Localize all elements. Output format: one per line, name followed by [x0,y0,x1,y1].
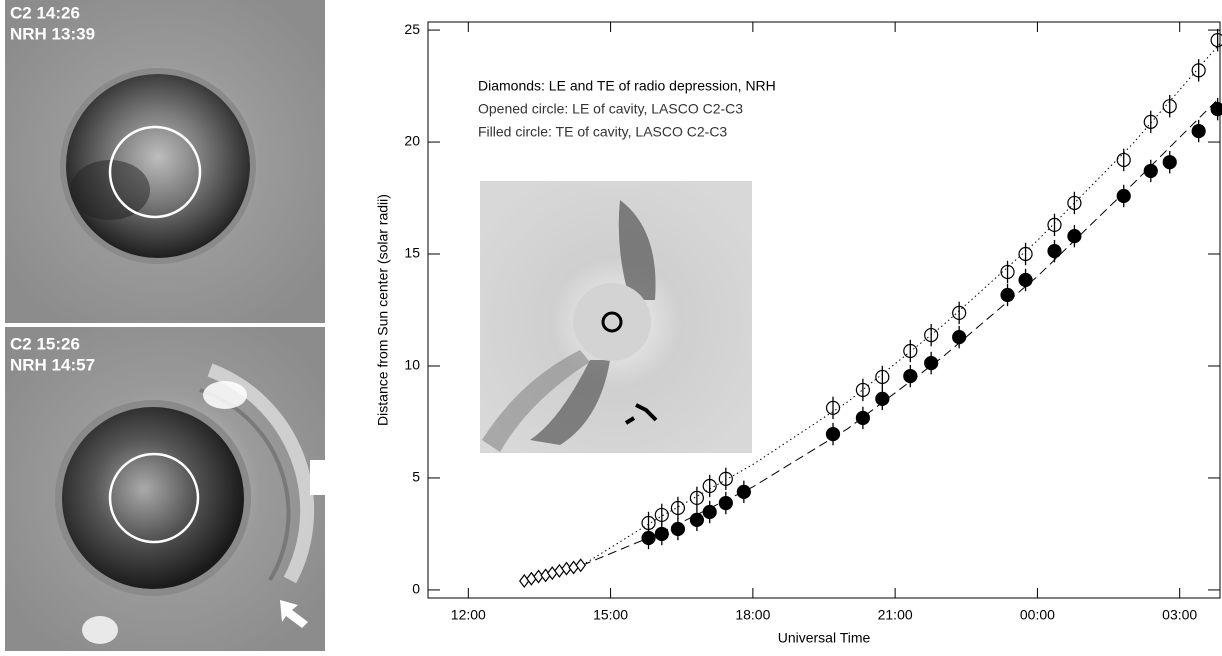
inset-image [480,181,752,453]
y-tick-label: 5 [412,469,420,485]
y-tick-label: 25 [404,21,420,37]
plot-frame [427,21,1221,599]
panel-label: NRH 13:39 [10,24,95,43]
x-axis-label: Universal Time [778,630,871,646]
filled-circle-marker [1018,272,1033,288]
filled-circle-marker [670,521,686,537]
diamond-marker [554,563,565,578]
y-tick-label: 15 [404,245,420,261]
x-tick-label: 00:00 [1020,607,1055,623]
open-circle-marker [670,500,686,516]
x-tick-label: 12:00 [451,607,486,623]
panel-label: NRH 14:57 [10,355,95,374]
filled-circle-marker [1116,188,1131,204]
open-circle-marker [1067,195,1082,211]
filled-circle-marker [1047,244,1062,259]
open-circle-marker [654,507,669,523]
filled-circle-marker [654,526,669,542]
open-circle-marker [1018,246,1033,262]
open-circle-marker [689,490,705,505]
open-circle-marker [1191,63,1206,78]
filled-circle-marker [1162,155,1177,170]
diamond-marker [526,571,537,586]
filled-circle-marker [952,329,967,345]
annotation: Diamonds: LE and TE of radio depression,… [478,78,776,94]
filled-circle-marker [855,410,870,426]
diamond-marker [568,560,579,575]
filled-circle-marker [903,368,918,384]
diamond-marker [519,573,530,588]
open-circle-marker [875,369,890,385]
filled-circle-marker [718,495,733,511]
open-circle-marker [1047,217,1062,232]
y-tick-label: 10 [404,357,420,373]
filled-circle-marker [641,530,656,546]
open-circle-marker [855,382,870,398]
filled-circle-marker [875,391,890,407]
open-circle-marker [903,343,918,359]
annotation: Filled circle: TE of cavity, LASCO C2-C3 [478,124,727,140]
filled-circle-marker [1067,228,1082,244]
panel-label: C2 15:26 [10,334,80,353]
filled-circle-marker [825,426,841,442]
open-circle-marker [1116,152,1131,168]
x-tick-label: 21:00 [878,607,913,623]
filled-circle-marker [1143,163,1158,179]
open-circle-marker [718,471,733,486]
open-circle-marker [1210,33,1222,48]
x-tick-label: 18:00 [735,607,770,623]
annotation: Opened circle: LE of cavity, LASCO C2-C3 [478,101,743,117]
filled-circle-marker [736,484,751,499]
open-circle-marker [1143,114,1158,129]
x-tick-label: 15:00 [593,607,628,623]
filled-circle-marker [689,512,705,527]
coronagraph-panel: C2 14:26 NRH 13:39 [5,0,325,323]
filled-circle-marker [1000,287,1015,303]
open-circle-marker [825,400,841,415]
open-circle-marker [924,327,939,343]
coronagraph-panel: C2 15:26 NRH 14:57 [5,327,325,651]
y-tick-label: 0 [412,581,420,597]
open-circle-marker [702,478,717,494]
y-axis-label: Distance from Sun center (solar radii) [375,194,391,426]
diamond-marker [575,558,586,573]
open-circle-marker [952,305,967,321]
filled-circle-marker [702,504,717,520]
open-circle-marker [1162,99,1177,114]
open-circle-marker [1000,264,1015,280]
filled-circle-marker [924,355,939,371]
filled-circle-marker [1210,102,1222,117]
x-tick-label: 03:00 [1162,607,1197,623]
panel-label: C2 14:26 [10,3,80,22]
y-tick-label: 20 [404,133,420,149]
filled-circle-marker [1191,123,1206,139]
